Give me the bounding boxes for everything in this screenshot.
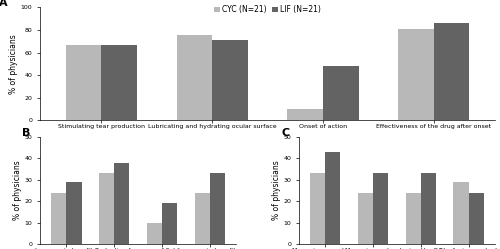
Bar <box>454 182 468 244</box>
Bar <box>146 223 162 244</box>
Bar <box>66 182 82 244</box>
Bar <box>101 45 136 120</box>
Bar <box>434 23 470 120</box>
Bar <box>373 173 388 244</box>
Bar <box>162 203 178 244</box>
Bar <box>176 35 212 120</box>
Bar <box>323 66 358 120</box>
Text: B: B <box>22 128 30 138</box>
Y-axis label: % of physicians: % of physicians <box>12 161 22 220</box>
Legend: CYC (N=21), LIF (N=21): CYC (N=21), LIF (N=21) <box>211 2 324 17</box>
Bar <box>51 192 66 244</box>
Bar <box>310 173 325 244</box>
Bar <box>288 109 323 120</box>
Bar <box>358 192 373 244</box>
Bar <box>210 173 225 244</box>
Text: C: C <box>281 128 289 138</box>
Text: A: A <box>0 0 8 8</box>
Bar <box>398 29 434 120</box>
Bar <box>325 152 340 244</box>
Bar <box>114 163 130 244</box>
Bar <box>194 192 210 244</box>
Bar <box>406 192 421 244</box>
Bar <box>99 173 114 244</box>
Y-axis label: % of physicians: % of physicians <box>272 161 280 220</box>
Y-axis label: % of physicians: % of physicians <box>9 34 18 94</box>
Bar <box>468 192 484 244</box>
Bar <box>212 40 248 120</box>
Bar <box>66 45 101 120</box>
Bar <box>421 173 436 244</box>
